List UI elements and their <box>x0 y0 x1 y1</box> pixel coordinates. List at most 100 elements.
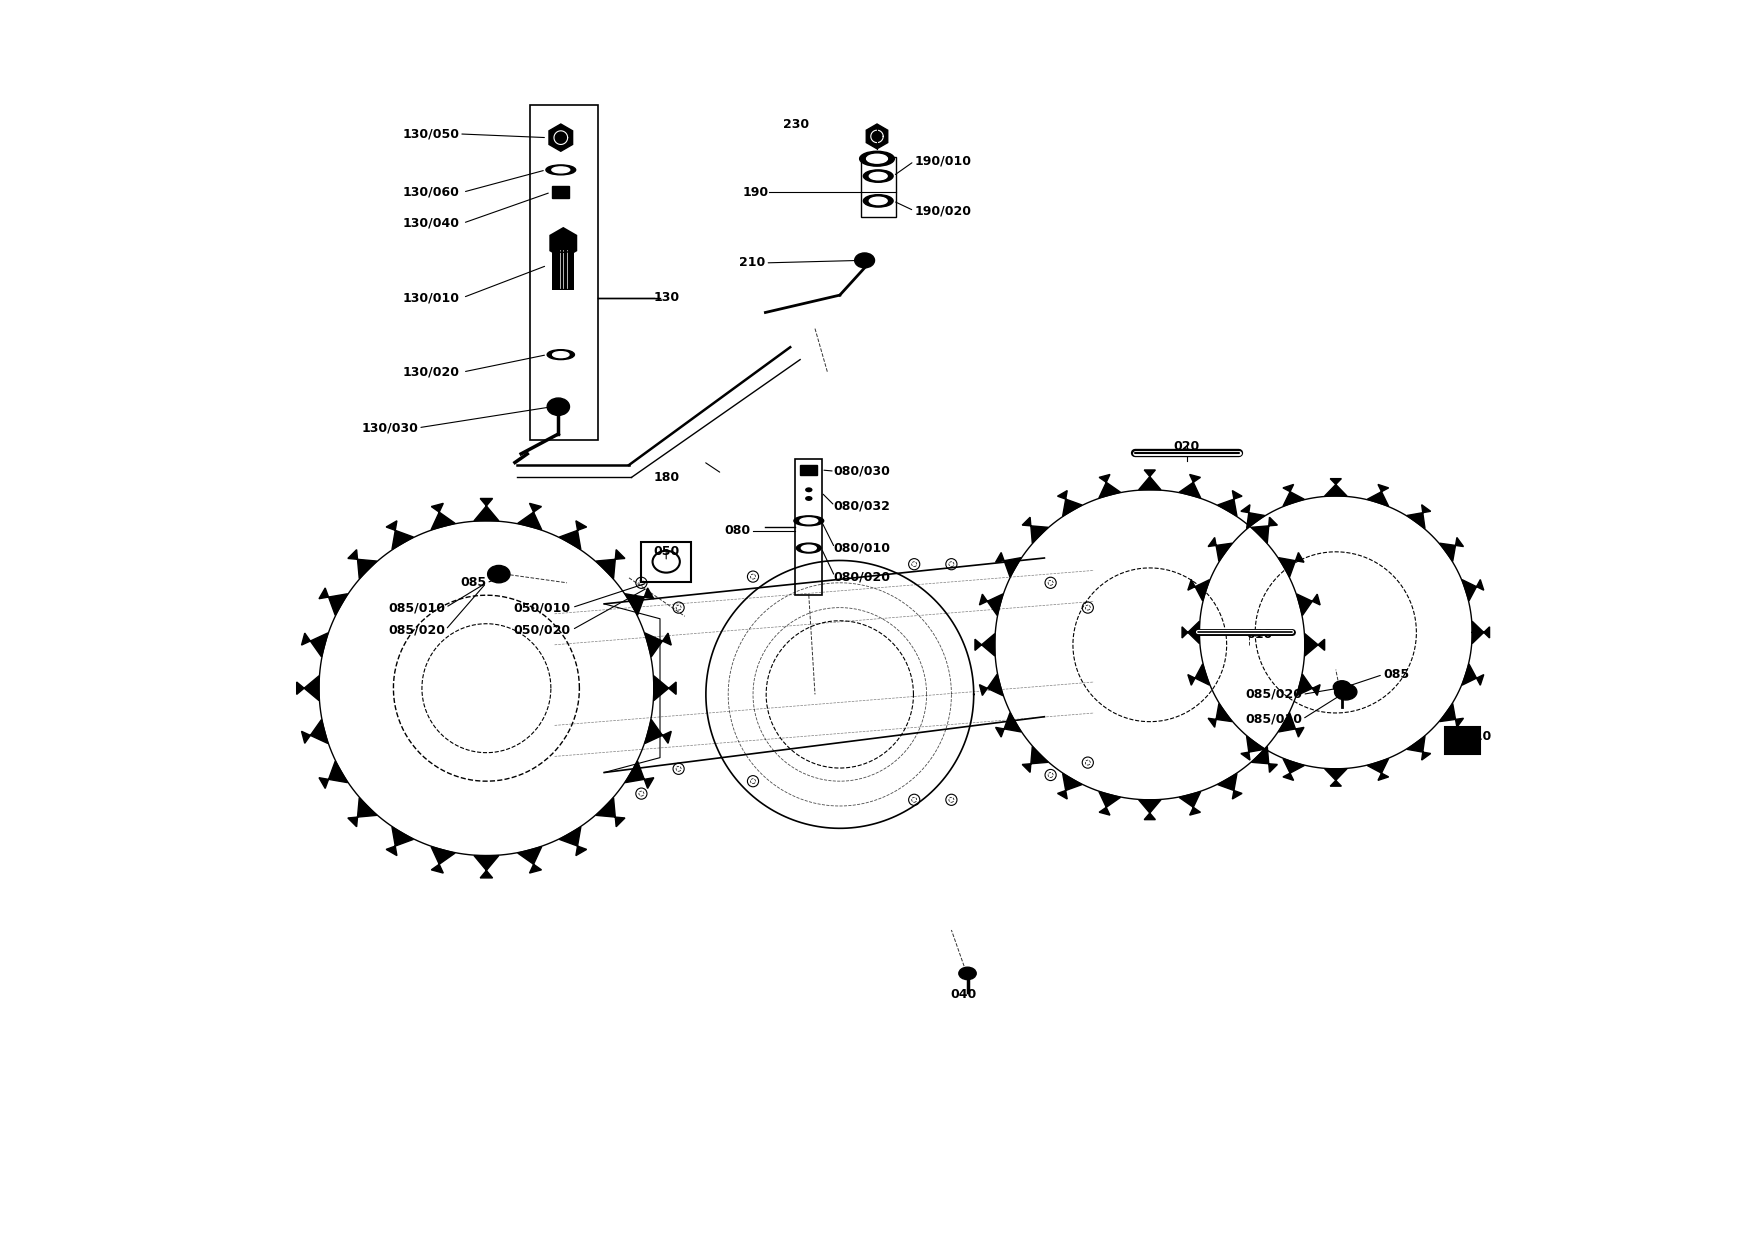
Text: 130/040: 130/040 <box>402 217 460 229</box>
Text: 050/010: 050/010 <box>514 601 570 614</box>
Bar <box>800 465 817 475</box>
Text: 230: 230 <box>784 118 809 130</box>
Ellipse shape <box>553 352 568 357</box>
Polygon shape <box>1182 621 1200 644</box>
Polygon shape <box>1217 774 1242 799</box>
Text: 040: 040 <box>951 988 977 1001</box>
Bar <box>553 186 570 198</box>
Polygon shape <box>624 588 654 615</box>
Text: 190/020: 190/020 <box>914 205 972 217</box>
Polygon shape <box>1179 475 1201 498</box>
Text: 050: 050 <box>652 546 679 558</box>
Ellipse shape <box>805 487 812 492</box>
Polygon shape <box>596 549 624 579</box>
Text: 190/010: 190/010 <box>914 155 972 167</box>
Polygon shape <box>431 503 454 529</box>
Polygon shape <box>1282 485 1305 506</box>
Polygon shape <box>560 827 586 856</box>
Polygon shape <box>645 719 672 744</box>
Text: 085: 085 <box>460 577 486 589</box>
Bar <box>1445 727 1480 754</box>
Polygon shape <box>1296 594 1321 615</box>
Polygon shape <box>1138 470 1161 490</box>
Bar <box>795 459 823 595</box>
Polygon shape <box>654 676 675 701</box>
Text: 085/020: 085/020 <box>1245 688 1301 701</box>
Polygon shape <box>1282 759 1305 780</box>
Ellipse shape <box>800 518 817 523</box>
Polygon shape <box>474 856 498 878</box>
Ellipse shape <box>866 154 888 164</box>
Ellipse shape <box>863 195 893 207</box>
Text: 020: 020 <box>1173 440 1200 453</box>
Ellipse shape <box>488 565 510 583</box>
Text: 210: 210 <box>738 257 765 269</box>
Text: 190: 190 <box>744 186 768 198</box>
Polygon shape <box>1440 537 1463 562</box>
Text: 085/010: 085/010 <box>1245 713 1301 725</box>
Polygon shape <box>1138 800 1161 820</box>
Polygon shape <box>1179 791 1201 815</box>
Polygon shape <box>1279 553 1303 577</box>
Polygon shape <box>549 227 577 259</box>
Text: 080/020: 080/020 <box>833 570 891 583</box>
Ellipse shape <box>802 546 816 551</box>
Polygon shape <box>1296 675 1321 696</box>
Text: 010: 010 <box>1247 629 1273 641</box>
Text: 050/020: 050/020 <box>514 624 570 636</box>
Text: 085: 085 <box>1382 668 1408 681</box>
Polygon shape <box>1252 517 1277 543</box>
Polygon shape <box>1058 491 1082 516</box>
Polygon shape <box>1023 517 1049 543</box>
Ellipse shape <box>547 350 575 360</box>
Polygon shape <box>1324 479 1347 496</box>
Polygon shape <box>975 634 995 656</box>
Text: 130/010: 130/010 <box>402 291 460 304</box>
Bar <box>530 105 598 440</box>
Polygon shape <box>549 124 572 151</box>
Ellipse shape <box>547 398 570 415</box>
Polygon shape <box>386 827 414 856</box>
Polygon shape <box>1407 737 1431 760</box>
Text: 130: 130 <box>654 291 681 304</box>
Polygon shape <box>1058 774 1082 799</box>
Polygon shape <box>979 594 1003 615</box>
Polygon shape <box>431 847 454 873</box>
Polygon shape <box>1240 737 1265 760</box>
Text: 080: 080 <box>724 525 751 537</box>
Polygon shape <box>319 588 347 615</box>
Polygon shape <box>347 797 377 827</box>
Polygon shape <box>1209 537 1231 562</box>
Polygon shape <box>596 797 624 827</box>
Polygon shape <box>553 248 575 290</box>
Ellipse shape <box>553 167 570 172</box>
Polygon shape <box>296 676 319 701</box>
Polygon shape <box>1252 746 1277 773</box>
Text: 080/010: 080/010 <box>833 542 891 554</box>
Polygon shape <box>1368 485 1389 506</box>
Polygon shape <box>645 632 672 657</box>
Polygon shape <box>979 675 1003 696</box>
Polygon shape <box>1279 713 1303 737</box>
Polygon shape <box>866 124 888 149</box>
Ellipse shape <box>795 516 824 526</box>
Ellipse shape <box>959 967 977 980</box>
Polygon shape <box>624 761 654 789</box>
Polygon shape <box>1324 769 1347 786</box>
Polygon shape <box>319 761 347 789</box>
Ellipse shape <box>805 496 812 501</box>
Polygon shape <box>1463 579 1484 601</box>
Polygon shape <box>1463 663 1484 686</box>
Polygon shape <box>302 632 328 657</box>
Polygon shape <box>517 503 542 529</box>
Polygon shape <box>386 521 414 549</box>
Polygon shape <box>1240 505 1265 528</box>
Ellipse shape <box>1333 681 1351 693</box>
Ellipse shape <box>870 197 888 205</box>
Polygon shape <box>302 719 328 744</box>
Polygon shape <box>1217 491 1242 516</box>
Polygon shape <box>1440 703 1463 728</box>
Text: 080/030: 080/030 <box>833 465 891 477</box>
Text: 130/020: 130/020 <box>402 366 460 378</box>
Polygon shape <box>1100 791 1121 815</box>
